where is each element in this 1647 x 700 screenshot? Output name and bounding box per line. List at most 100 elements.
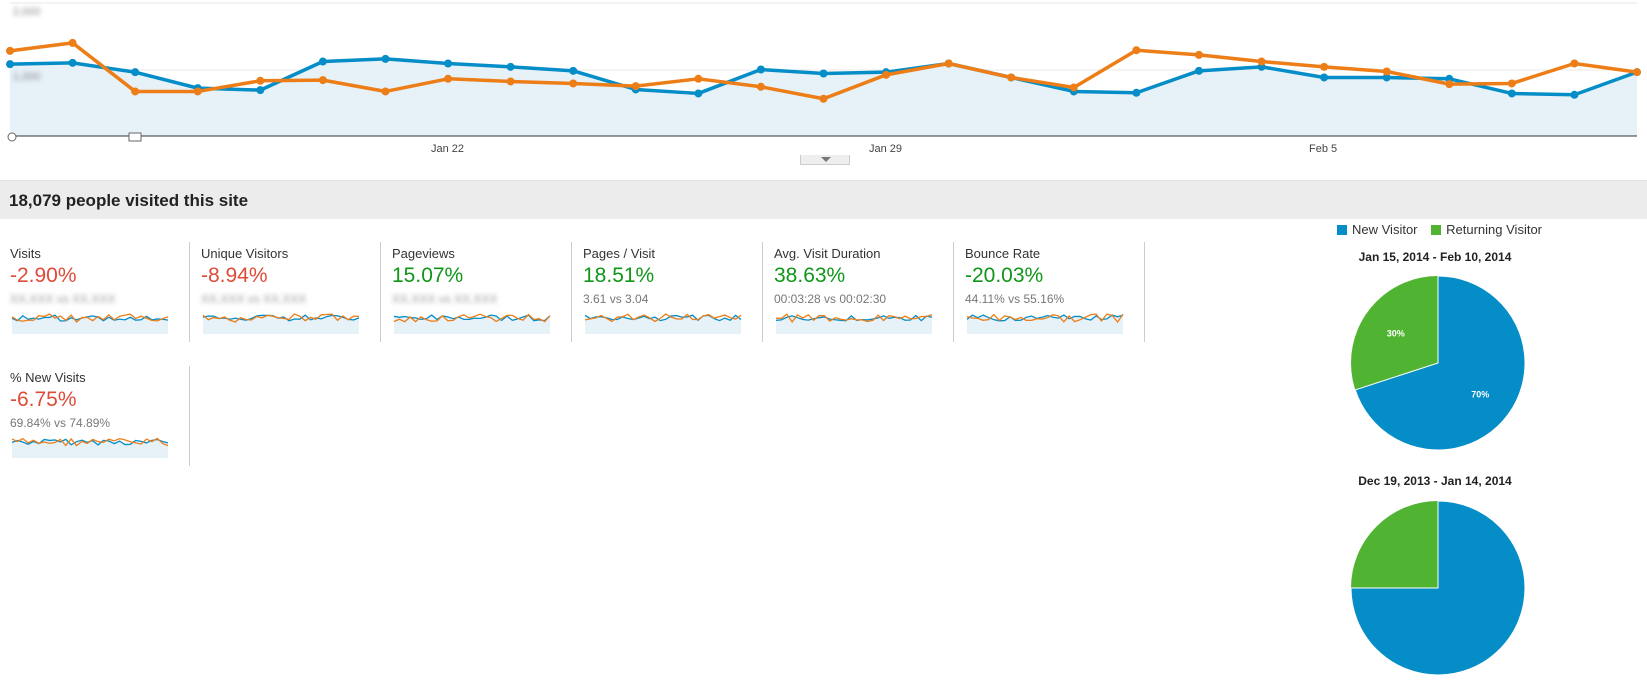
metric-label: Visits [10,246,41,261]
divider [1144,242,1145,342]
sparkline [202,313,360,334]
divider [380,242,381,342]
legend-label: New Visitor [1352,222,1418,237]
metric-compare: 00:03:28 vs 00:02:30 [774,292,887,306]
summary-bar: 18,079 people visited this site [0,180,1647,219]
data-point [1507,79,1516,88]
data-point [6,60,14,69]
x-tick-label: Jan 29 [869,143,903,155]
data-point [569,66,578,75]
sparkline-previous [11,437,169,447]
legend-swatch-new [1337,225,1347,235]
data-point [1507,89,1516,98]
metric-label: Pageviews [392,246,455,261]
data-point [444,74,453,83]
pie-title-previous: Dec 19, 2013 - Jan 14, 2014 [1358,474,1512,488]
data-point [1069,83,1078,92]
data-point [506,77,515,86]
y-axis-label-mid: 1,000 [13,71,41,83]
y-axis-label-top: 2,000 [13,6,41,18]
sparkline-current [11,314,169,322]
data-point [1320,62,1329,71]
divider [189,242,190,342]
metric-compare: 3.61 vs 3.04 [583,292,649,306]
data-point [1007,73,1016,82]
sparkline-previous [966,313,1124,324]
sparkline-current [775,314,933,322]
sparkline [393,313,551,334]
data-point [1132,88,1141,97]
main-line-chart [6,2,1641,142]
data-point [318,76,327,85]
range-handle-mid[interactable] [128,132,142,142]
data-point [68,58,77,67]
metric-bounce-rate[interactable]: Bounce Rate -20.03% 44.11% vs 55.16% [965,242,1145,342]
data-point [1570,90,1579,99]
data-point [882,70,891,79]
metric-change: 15.07% [392,264,464,287]
data-point [1194,66,1203,75]
data-point [1257,57,1266,66]
metric-label: Avg. Visit Duration [774,246,881,261]
pie-legend: New Visitor Returning Visitor [1337,222,1552,237]
legend-label: Returning Visitor [1446,222,1543,237]
sparkline [11,313,169,334]
data-point [444,59,453,68]
metric-compare: XX,XXX vs XX,XXX [392,292,498,306]
chart-expand-handle[interactable] [800,155,850,165]
sparkline-area [12,315,168,334]
data-point [631,82,640,91]
data-point [694,89,703,98]
metric-change: -2.90% [10,264,77,287]
data-point [318,57,327,66]
divider [189,366,190,466]
data-point [1382,73,1391,82]
sparkline-previous [393,313,551,323]
metric-new-visits-pct[interactable]: % New Visits -6.75% 69.84% vs 74.89% [10,366,190,466]
metric-compare: XX,XXX vs XX,XXX [10,292,116,306]
legend-item-returning[interactable]: Returning Visitor [1431,222,1542,237]
sparkline-current [393,314,551,322]
legend-item-new[interactable]: New Visitor [1337,222,1418,237]
summary-title: 18,079 people visited this site [9,191,249,210]
range-handle-left[interactable] [7,132,17,142]
metric-label: % New Visits [10,370,86,385]
sparkline-area [776,315,932,334]
sparkline [775,313,933,334]
x-tick-label: Jan 22 [431,143,465,155]
metric-pages-per-visit[interactable]: Pages / Visit 18.51% 3.61 vs 3.04 [583,242,763,342]
metric-visits[interactable]: Visits -2.90% XX,XXX vs XX,XXX [10,242,190,342]
sparkline-previous [584,313,742,323]
data-point [381,87,390,96]
metric-avg-visit-duration[interactable]: Avg. Visit Duration 38.63% 00:03:28 vs 0… [774,242,954,342]
sparkline-previous [775,313,933,323]
data-point [756,82,765,91]
data-point [131,68,140,77]
data-point [68,38,77,47]
data-point [6,46,14,55]
pie-label-new: 70% [1471,390,1489,400]
metric-compare: 44.11% vs 55.16% [965,292,1065,306]
sparkline-area [585,315,741,334]
data-point [1320,73,1329,82]
metric-pageviews[interactable]: Pageviews 15.07% XX,XXX vs XX,XXX [392,242,572,342]
pie-chart-previous [1350,500,1526,676]
sparkline [11,437,169,458]
sparkline-current [584,314,742,322]
sparkline-area [12,439,168,458]
data-point [819,94,828,103]
data-point [256,76,265,85]
data-point [1382,67,1391,76]
metric-unique-visitors[interactable]: Unique Visitors -8.94% XX,XXX vs XX,XXX [201,242,381,342]
data-point [193,87,202,96]
divider [953,242,954,342]
data-point [256,86,265,95]
metric-compare: XX,XXX vs XX,XXX [201,292,307,306]
data-point [819,69,828,78]
metric-change: -8.94% [201,264,268,287]
data-point [694,74,703,83]
sparkline [584,313,742,334]
metric-label: Unique Visitors [201,246,289,261]
metric-change: -6.75% [10,388,77,411]
metric-compare: 69.84% vs 74.89% [10,416,111,430]
